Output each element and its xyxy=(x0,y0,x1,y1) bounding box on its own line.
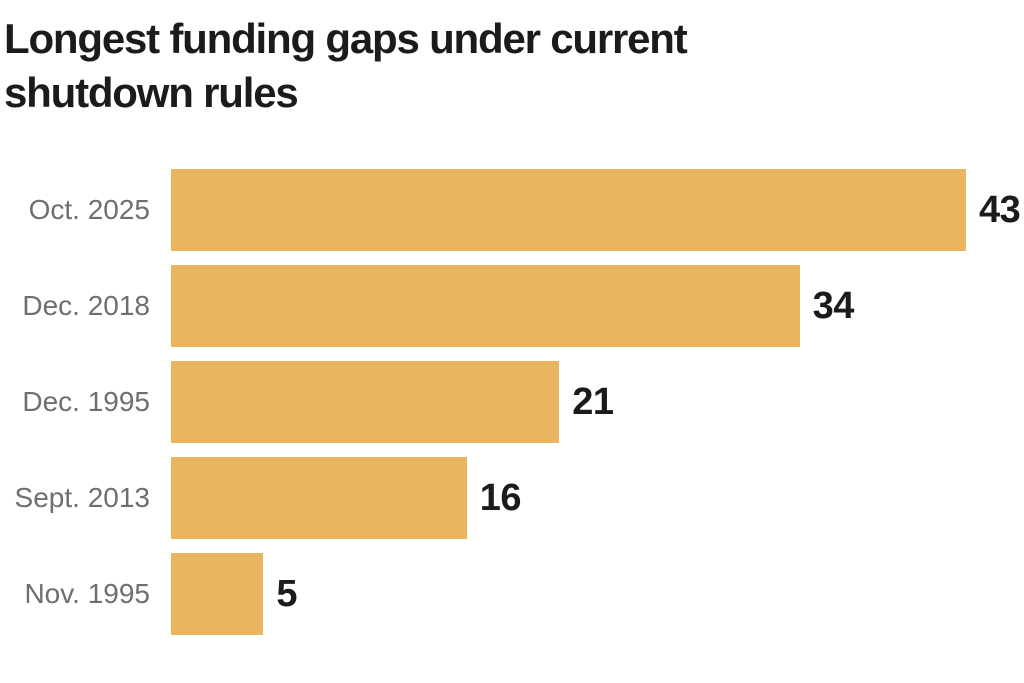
chart-title-line-1: Longest funding gaps under current xyxy=(4,15,688,62)
chart-row: Dec. 1995 21 xyxy=(0,361,1024,443)
chart-row: Oct. 2025 43 xyxy=(0,169,1024,251)
category-label: Nov. 1995 xyxy=(24,578,150,609)
category-label: Sept. 2013 xyxy=(14,482,150,513)
bar xyxy=(171,361,560,443)
bar xyxy=(171,553,264,635)
chart-title-line-2: shutdown rules xyxy=(4,69,299,116)
bar-chart: Oct. 2025 43 Dec. 2018 34 Dec. 1995 21 Sept. 2… xyxy=(0,169,1024,649)
chart-row: Sept. 2013 16 xyxy=(0,457,1024,539)
category-label: Dec. 1995 xyxy=(22,386,150,417)
value-label: 16 xyxy=(479,476,522,519)
category-label: Oct. 2025 xyxy=(28,194,150,225)
chart-row: Nov. 1995 5 xyxy=(0,553,1024,635)
value-label: 5 xyxy=(276,572,298,615)
chart-title: Longest funding gaps under current shutdo… xyxy=(4,12,688,120)
bar xyxy=(171,457,467,539)
value-label: 34 xyxy=(812,284,855,327)
bar xyxy=(171,169,966,251)
category-label: Dec. 2018 xyxy=(22,290,150,321)
bar xyxy=(171,265,800,347)
chart-row: Dec. 2018 34 xyxy=(0,265,1024,347)
value-label: 21 xyxy=(572,380,614,423)
value-label: 43 xyxy=(979,188,1021,231)
